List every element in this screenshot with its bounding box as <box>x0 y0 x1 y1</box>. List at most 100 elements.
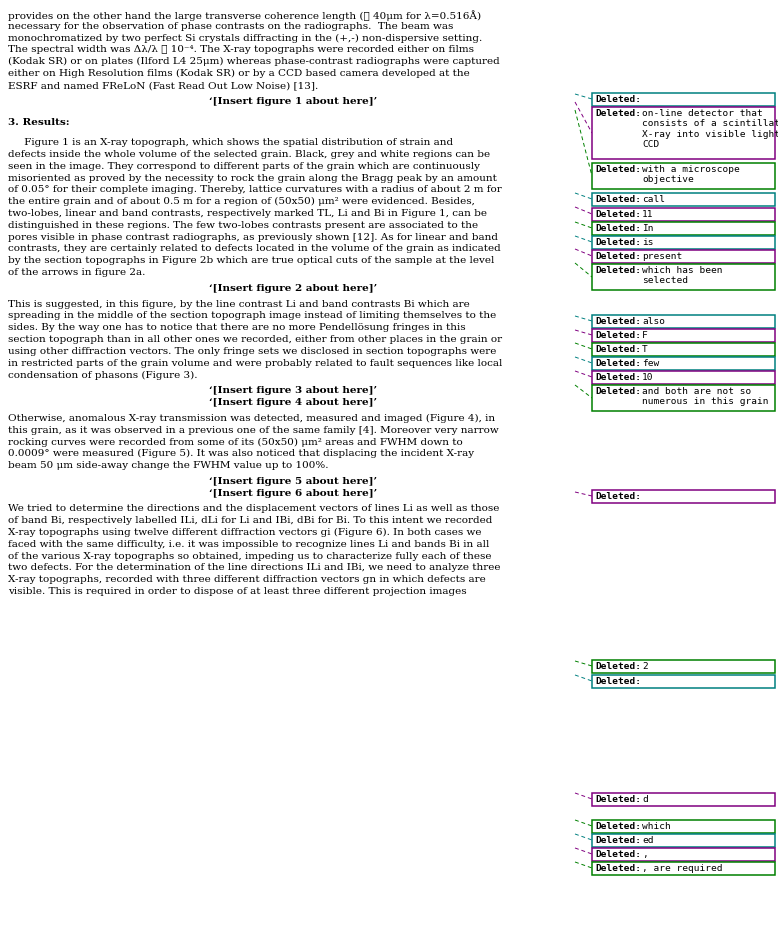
Text: Deleted:: Deleted: <box>595 795 641 804</box>
Text: ‘[Insert figure 3 about here]’: ‘[Insert figure 3 about here]’ <box>209 387 377 395</box>
Text: Deleted:: Deleted: <box>595 373 641 382</box>
Text: Deleted:: Deleted: <box>595 317 641 326</box>
FancyBboxPatch shape <box>592 371 775 384</box>
Text: Deleted:: Deleted: <box>595 359 641 368</box>
Text: which has been
selected: which has been selected <box>642 266 723 286</box>
Text: misoriented as proved by the necessity to rock the grain along the Bragg peak by: misoriented as proved by the necessity t… <box>8 174 497 182</box>
Text: Deleted:: Deleted: <box>595 224 641 233</box>
Text: Deleted:: Deleted: <box>595 238 641 247</box>
Text: rocking curves were recorded from some of its (50x50) μm² areas and FWHM down to: rocking curves were recorded from some o… <box>8 438 463 447</box>
Text: contrasts, they are certainly related to defects located in the volume of the gr: contrasts, they are certainly related to… <box>8 244 501 253</box>
Text: ‘[Insert figure 4 about here]’: ‘[Insert figure 4 about here]’ <box>209 398 377 407</box>
FancyBboxPatch shape <box>592 264 775 290</box>
Text: using other diffraction vectors. The only fringe sets we disclosed in section to: using other diffraction vectors. The onl… <box>8 347 496 356</box>
Text: Deleted:: Deleted: <box>595 492 641 501</box>
Text: This is suggested, in this figure, by the line contrast Li and band contrasts Bi: This is suggested, in this figure, by th… <box>8 300 470 309</box>
Text: defects inside the whole volume of the selected grain. Black, grey and white reg: defects inside the whole volume of the s… <box>8 150 490 159</box>
FancyBboxPatch shape <box>592 93 775 106</box>
Text: on-line detector that
consists of a scintillator converting
X-ray into visible l: on-line detector that consists of a scin… <box>642 109 778 149</box>
Text: present: present <box>642 252 682 261</box>
Text: X-ray topographs using twelve different diffraction vectors gi (Figure 6). In bo: X-ray topographs using twelve different … <box>8 528 482 537</box>
Text: Otherwise, anomalous X-ray transmission was detected, measured and imaged (Figur: Otherwise, anomalous X-ray transmission … <box>8 413 495 423</box>
Text: the entire grain and of about 0.5 m for a region of (50x50) μm² were evidenced. : the entire grain and of about 0.5 m for … <box>8 197 475 206</box>
Text: In: In <box>642 224 654 233</box>
Text: few: few <box>642 359 659 368</box>
Text: ,: , <box>642 850 648 859</box>
Text: section topograph than in all other ones we recorded, either from other places i: section topograph than in all other ones… <box>8 335 502 344</box>
Text: necessary for the observation of phase contrasts on the radiographs.  The beam w: necessary for the observation of phase c… <box>8 22 454 31</box>
FancyBboxPatch shape <box>592 222 775 235</box>
Text: Deleted:: Deleted: <box>595 850 641 859</box>
FancyBboxPatch shape <box>592 343 775 356</box>
Text: Deleted:: Deleted: <box>595 345 641 354</box>
FancyBboxPatch shape <box>592 660 775 673</box>
FancyBboxPatch shape <box>592 315 775 328</box>
Text: 2: 2 <box>642 662 648 671</box>
Text: ESRF and named FReLoN (Fast Read Out Low Noise) [13].: ESRF and named FReLoN (Fast Read Out Low… <box>8 80 318 90</box>
Text: (Kodak SR) or on plates (Ilford L4 25μm) whereas phase-contrast radiographs were: (Kodak SR) or on plates (Ilford L4 25μm)… <box>8 57 499 67</box>
FancyBboxPatch shape <box>592 163 775 189</box>
Text: spreading in the middle of the section topograph image instead of limiting thems: spreading in the middle of the section t… <box>8 312 496 320</box>
FancyBboxPatch shape <box>592 834 775 847</box>
Text: We tried to determine the directions and the displacement vectors of lines Li as: We tried to determine the directions and… <box>8 504 499 513</box>
Text: by the section topographs in Figure 2b which are true optical cuts of the sample: by the section topographs in Figure 2b w… <box>8 256 494 265</box>
Text: The spectral width was Δλ/λ ≅ 10⁻⁴. The X-ray topographs were recorded either on: The spectral width was Δλ/λ ≅ 10⁻⁴. The … <box>8 45 474 55</box>
Text: visible. This is required in order to dispose of at least three different projec: visible. This is required in order to di… <box>8 587 467 596</box>
Text: Deleted:: Deleted: <box>595 165 641 174</box>
Text: Deleted:: Deleted: <box>595 864 641 873</box>
Text: and both are not so
numerous in this grain: and both are not so numerous in this gra… <box>642 387 769 406</box>
Text: , are required: , are required <box>642 864 723 873</box>
FancyBboxPatch shape <box>592 848 775 861</box>
Text: Deleted:: Deleted: <box>595 677 641 686</box>
Text: Deleted:: Deleted: <box>595 387 641 396</box>
Text: Deleted:: Deleted: <box>595 210 641 219</box>
Text: X-ray topographs, recorded with three different diffraction vectors gn in which : X-ray topographs, recorded with three di… <box>8 575 485 585</box>
Text: 3. Results:: 3. Results: <box>8 118 69 128</box>
Text: of band Bi, respectively labelled ILi, dLi for Li and IBi, dBi for Bi. To this i: of band Bi, respectively labelled ILi, d… <box>8 516 492 525</box>
FancyBboxPatch shape <box>592 107 775 159</box>
Text: which: which <box>642 822 671 831</box>
Text: Deleted:: Deleted: <box>595 195 641 204</box>
Text: d: d <box>642 795 648 804</box>
FancyBboxPatch shape <box>592 357 775 370</box>
Text: ‘[Insert figure 1 about here]’: ‘[Insert figure 1 about here]’ <box>209 96 377 105</box>
Text: either on High Resolution films (Kodak SR) or by a CCD based camera developed at: either on High Resolution films (Kodak S… <box>8 69 470 78</box>
FancyBboxPatch shape <box>592 385 775 411</box>
Text: provides on the other hand the large transverse coherence length (≅ 40μm for λ=0: provides on the other hand the large tra… <box>8 10 481 20</box>
Text: 0.0009° were measured (Figure 5). It was also noticed that displacing the incide: 0.0009° were measured (Figure 5). It was… <box>8 450 474 458</box>
Text: Deleted:: Deleted: <box>595 331 641 340</box>
FancyBboxPatch shape <box>592 236 775 249</box>
Text: Deleted:: Deleted: <box>595 109 641 118</box>
FancyBboxPatch shape <box>592 329 775 342</box>
Text: ‘[Insert figure 2 about here]’: ‘[Insert figure 2 about here]’ <box>209 284 377 293</box>
FancyBboxPatch shape <box>592 208 775 221</box>
Text: in restricted parts of the grain volume and were probably related to fault seque: in restricted parts of the grain volume … <box>8 359 503 367</box>
Text: sides. By the way one has to notice that there are no more Pendellösung fringes : sides. By the way one has to notice that… <box>8 323 465 332</box>
Text: also: also <box>642 317 665 326</box>
Text: Deleted:: Deleted: <box>595 836 641 845</box>
Text: seen in the image. They correspond to different parts of the grain which are con: seen in the image. They correspond to di… <box>8 162 480 171</box>
Text: faced with the same difficulty, i.e. it was impossible to recognize lines Li and: faced with the same difficulty, i.e. it … <box>8 540 489 549</box>
FancyBboxPatch shape <box>592 793 775 806</box>
Text: this grain, as it was observed in a previous one of the same family [4]. Moreove: this grain, as it was observed in a prev… <box>8 426 499 435</box>
Text: monochromatized by two perfect Si crystals diffracting in the (+,-) non-dispersi: monochromatized by two perfect Si crysta… <box>8 33 482 43</box>
Text: Deleted:: Deleted: <box>595 95 641 104</box>
Text: two-lobes, linear and band contrasts, respectively marked TL, Li and Bi in Figur: two-lobes, linear and band contrasts, re… <box>8 209 487 218</box>
FancyBboxPatch shape <box>592 862 775 875</box>
FancyBboxPatch shape <box>592 675 775 688</box>
Text: of the arrows in figure 2a.: of the arrows in figure 2a. <box>8 268 145 277</box>
Text: condensation of phasons (Figure 3).: condensation of phasons (Figure 3). <box>8 370 198 379</box>
Text: of the various X-ray topographs so obtained, impeding us to characterize fully e: of the various X-ray topographs so obtai… <box>8 551 492 561</box>
Text: ed: ed <box>642 836 654 845</box>
Text: distinguished in these regions. The few two-lobes contrasts present are associat: distinguished in these regions. The few … <box>8 221 478 229</box>
Text: ‘[Insert figure 5 about here]’: ‘[Insert figure 5 about here]’ <box>209 476 377 486</box>
Text: pores visible in phase contrast radiographs, as previously shown [12]. As for li: pores visible in phase contrast radiogra… <box>8 232 498 241</box>
Text: with a microscope
objective: with a microscope objective <box>642 165 740 184</box>
Text: call: call <box>642 195 665 204</box>
Text: Deleted:: Deleted: <box>595 266 641 275</box>
Text: F: F <box>642 331 648 340</box>
Text: Deleted:: Deleted: <box>595 252 641 261</box>
FancyBboxPatch shape <box>592 490 775 503</box>
Text: beam 50 μm side-away change the FWHM value up to 100%.: beam 50 μm side-away change the FWHM val… <box>8 461 328 470</box>
Text: of 0.05° for their complete imaging. Thereby, lattice curvatures with a radius o: of 0.05° for their complete imaging. The… <box>8 185 502 194</box>
